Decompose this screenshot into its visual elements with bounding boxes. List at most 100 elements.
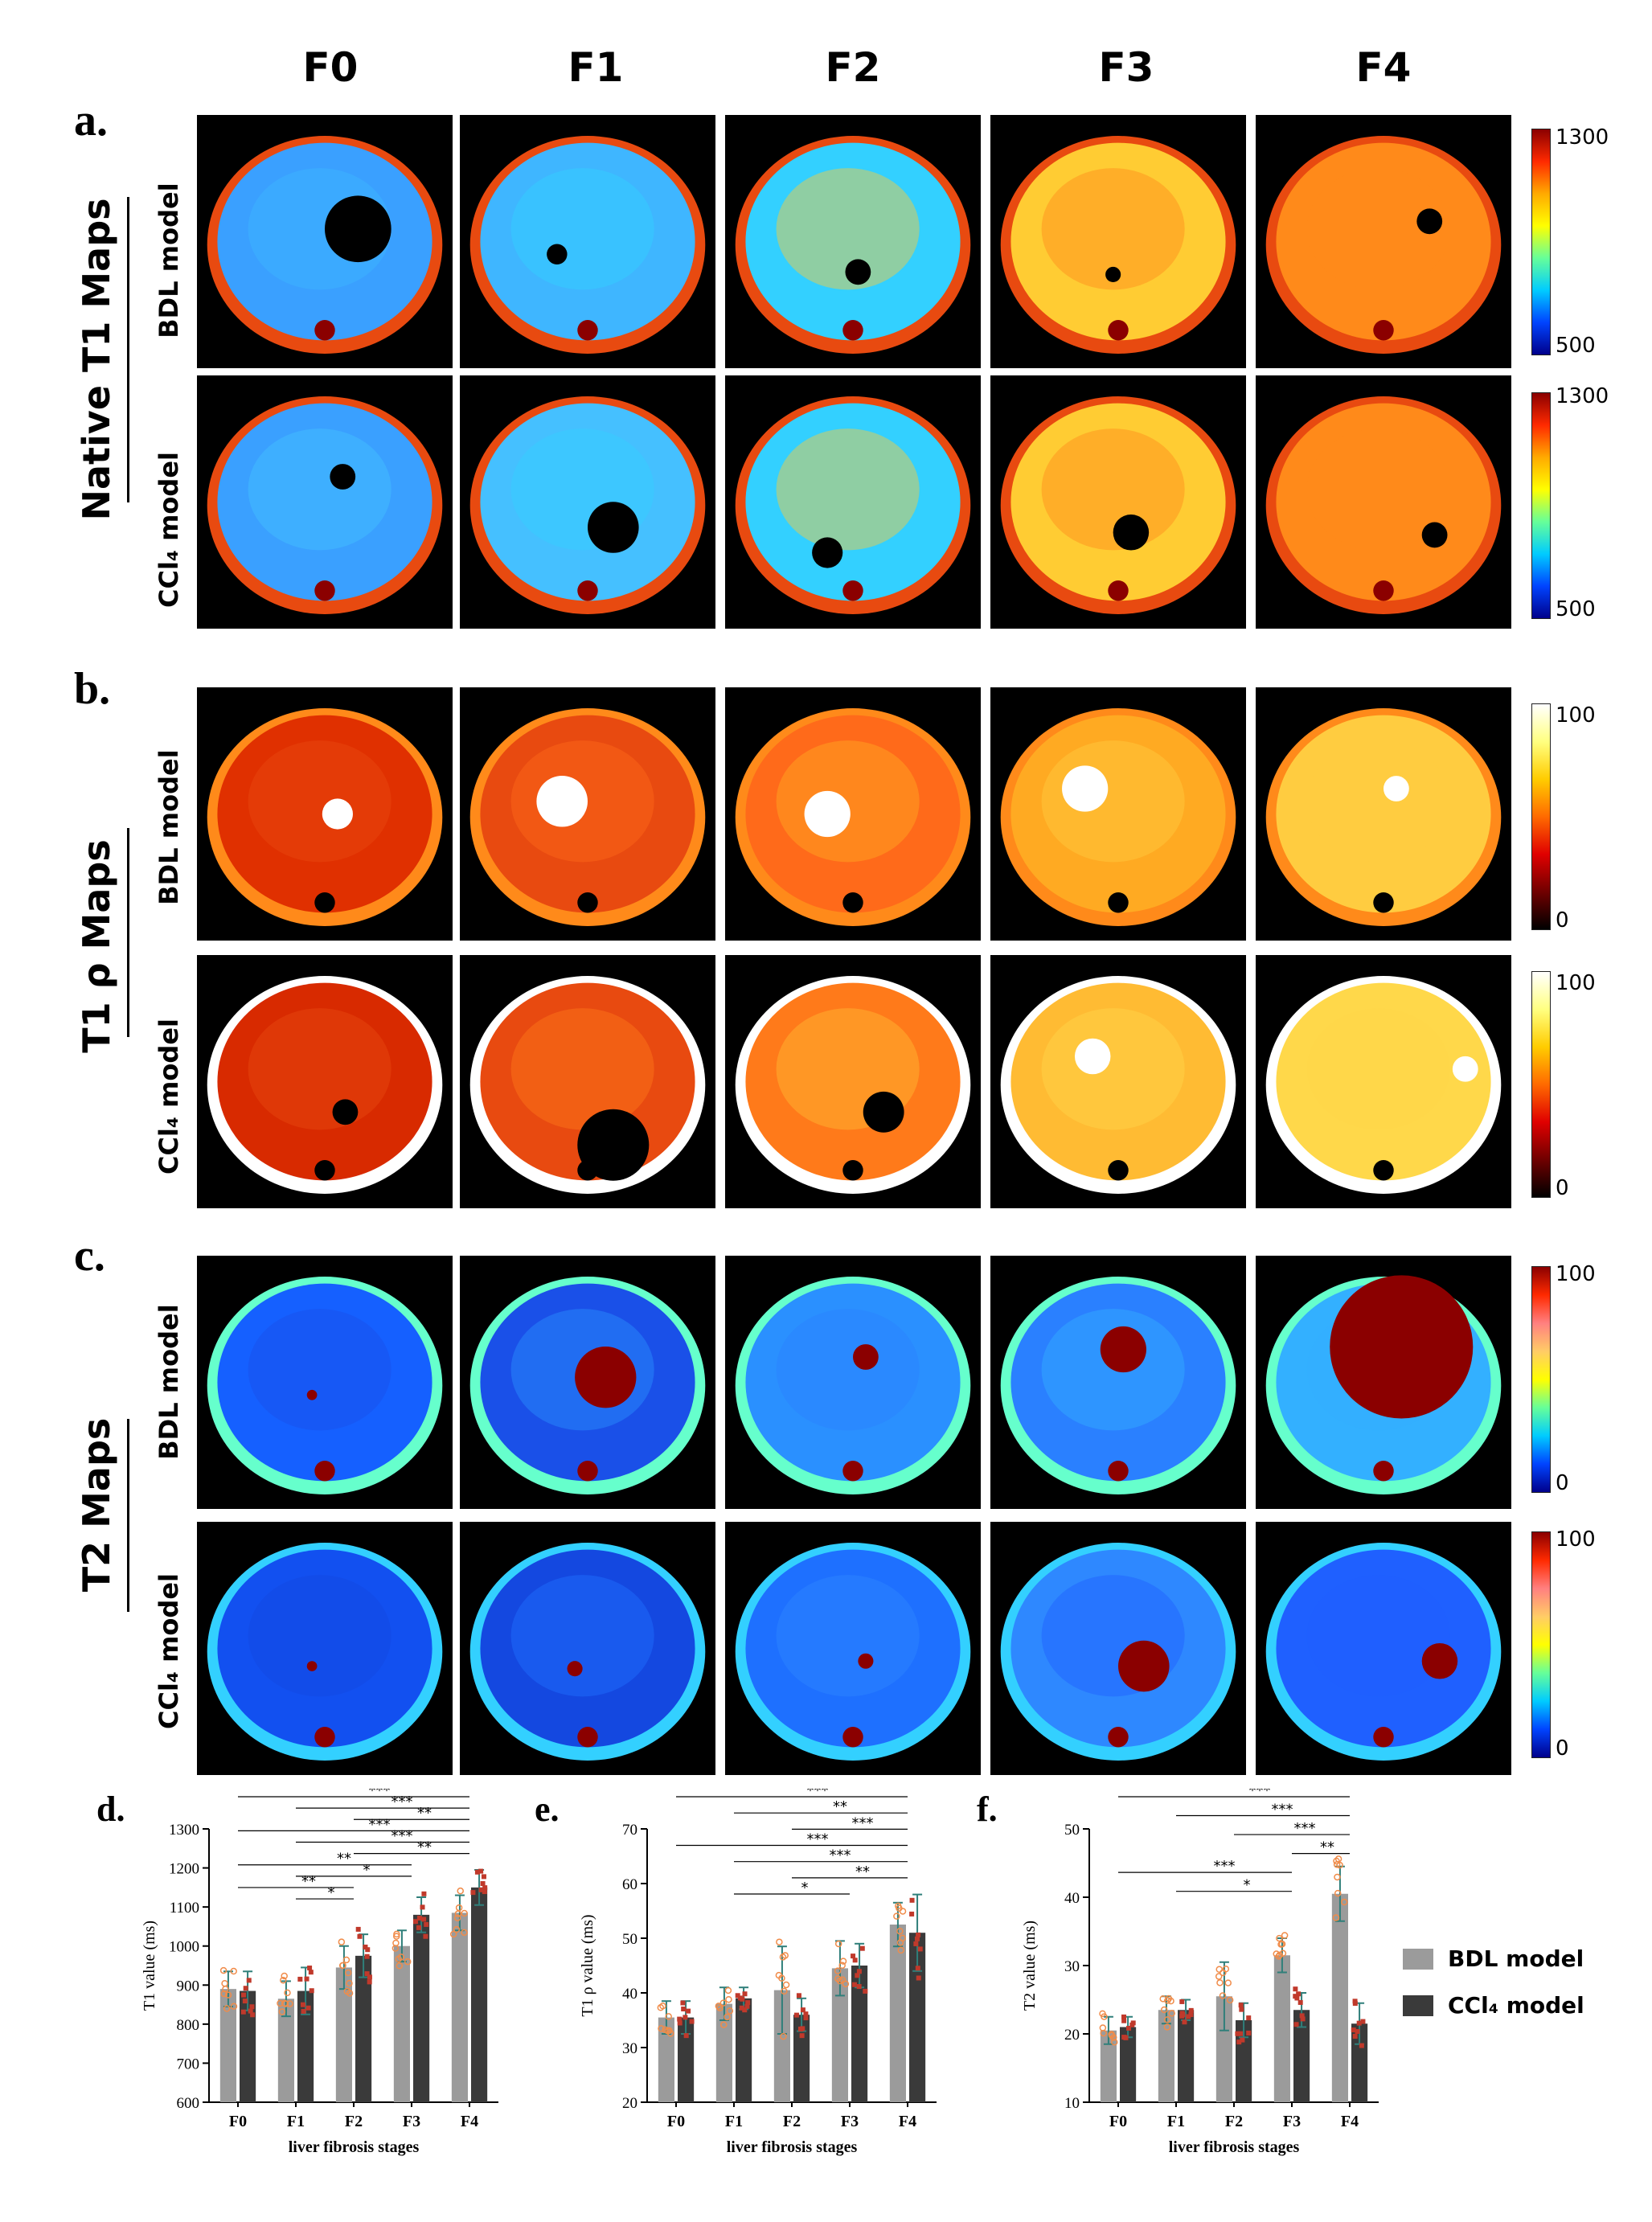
data-point — [1238, 2031, 1244, 2036]
significance-label: *** — [369, 1816, 391, 1833]
significance-label: * — [1244, 1877, 1251, 1894]
data-point — [666, 2027, 673, 2035]
data-point — [1356, 2020, 1362, 2026]
data-point — [412, 1919, 418, 1925]
data-point — [423, 1933, 428, 1939]
legend-label-bdl: BDL model — [1448, 1945, 1584, 1972]
data-point — [300, 2002, 305, 2007]
data-point — [305, 2005, 311, 2011]
data-point — [726, 2007, 734, 2015]
data-point — [241, 1992, 247, 1998]
data-point — [1359, 2043, 1364, 2048]
data-point — [1215, 1966, 1223, 1974]
bar — [678, 2017, 695, 2102]
data-point — [1333, 1857, 1340, 1865]
map-tile — [990, 1256, 1246, 1509]
bar — [297, 1990, 314, 2102]
data-point — [1179, 1999, 1185, 2004]
data-point — [308, 1970, 314, 1975]
colorbar-b-ccl4-min: 0 — [1556, 1176, 1569, 1200]
data-point — [1224, 1979, 1232, 1986]
x-axis-label: liver fibrosis stages — [727, 2138, 858, 2156]
bar — [909, 1933, 926, 2102]
data-point — [1340, 1898, 1348, 1906]
data-point — [416, 1915, 422, 1921]
panel-c-title: T2 Maps — [75, 1417, 118, 1593]
data-point — [250, 2012, 256, 2018]
data-point — [1110, 2039, 1118, 2046]
panel-a-row-bdl: BDL model — [154, 182, 184, 338]
data-point — [724, 1986, 732, 1994]
map-tile — [197, 687, 453, 941]
data-point — [396, 1962, 404, 1970]
panel-c-divider — [127, 1419, 129, 1612]
chart-t2-values: f. 10 20 30 40 50 T2 value (ms) liver fibrosis … — [977, 1789, 1379, 2156]
bar — [393, 1945, 410, 2102]
y-tick-label: 60 — [622, 1876, 637, 1893]
data-point — [725, 1995, 732, 2003]
panel-b-divider — [127, 828, 129, 1037]
x-axis-label: liver fibrosis stages — [289, 2138, 420, 2156]
legend-item-bdl: BDL model — [1403, 1945, 1584, 1972]
x-tick-label: F3 — [403, 2113, 420, 2130]
bar — [831, 1968, 848, 2102]
data-point — [246, 1978, 252, 1983]
map-tile — [460, 687, 715, 941]
significance-label: *** — [1294, 1820, 1316, 1837]
data-point — [1160, 2006, 1168, 2014]
data-point — [1297, 1999, 1303, 2005]
data-point — [681, 2007, 687, 2012]
data-point — [896, 1904, 903, 1912]
data-point — [220, 1990, 228, 1998]
colorbar-c-bdl-max: 100 — [1556, 1262, 1596, 1286]
data-point — [856, 1969, 862, 1974]
significance-label: *** — [1214, 1858, 1236, 1875]
data-point — [855, 1973, 860, 1978]
data-point — [297, 1976, 303, 1982]
data-point — [917, 1946, 923, 1952]
map-tile — [460, 955, 715, 1208]
significance-label: * — [363, 1862, 371, 1879]
data-point — [914, 1936, 920, 1941]
data-point — [453, 1925, 461, 1933]
data-point — [897, 1946, 905, 1954]
map-tile — [990, 955, 1246, 1208]
data-point — [724, 2013, 731, 2021]
data-point — [1215, 1973, 1223, 1980]
data-point — [782, 1981, 790, 1989]
data-point — [301, 2008, 306, 2014]
bar — [851, 1966, 868, 2102]
data-point — [909, 1911, 915, 1917]
data-point — [1099, 2024, 1107, 2031]
data-point — [689, 2019, 695, 2024]
data-point — [915, 1966, 920, 1971]
data-point — [797, 2026, 803, 2031]
significance-label: *** — [391, 1827, 413, 1844]
data-point — [1296, 1991, 1302, 1997]
legend-label-ccl4: CCl₄ model — [1448, 1992, 1584, 2019]
y-tick-label: 20 — [1064, 2027, 1080, 2044]
data-point — [455, 1904, 463, 1912]
panel-c-row-ccl4: CCl₄ model — [154, 1573, 184, 1729]
significance-label: ** — [337, 1851, 351, 1867]
data-point — [1186, 2014, 1191, 2019]
bar — [793, 2015, 810, 2102]
column-header-f0: F0 — [302, 44, 359, 91]
x-tick-label: F4 — [899, 2113, 916, 2130]
y-tick-label: 1200 — [169, 1861, 199, 1878]
data-point — [1121, 2014, 1127, 2019]
colorbar-b-ccl4 — [1531, 971, 1551, 1198]
data-point — [1238, 2003, 1244, 2008]
data-point — [1110, 2034, 1117, 2041]
data-point — [1334, 1889, 1342, 1897]
significance-label: ** — [417, 1839, 432, 1856]
bar — [1273, 1955, 1290, 2102]
panel-b-title: T1 ρ Maps — [75, 839, 118, 1053]
x-tick-label: F2 — [345, 2113, 363, 2130]
data-point — [742, 1991, 748, 1997]
data-point — [1179, 2013, 1185, 2019]
map-tile — [990, 687, 1246, 941]
data-point — [793, 2012, 799, 2018]
data-point — [416, 1925, 422, 1930]
significance-label: *** — [852, 1814, 874, 1831]
